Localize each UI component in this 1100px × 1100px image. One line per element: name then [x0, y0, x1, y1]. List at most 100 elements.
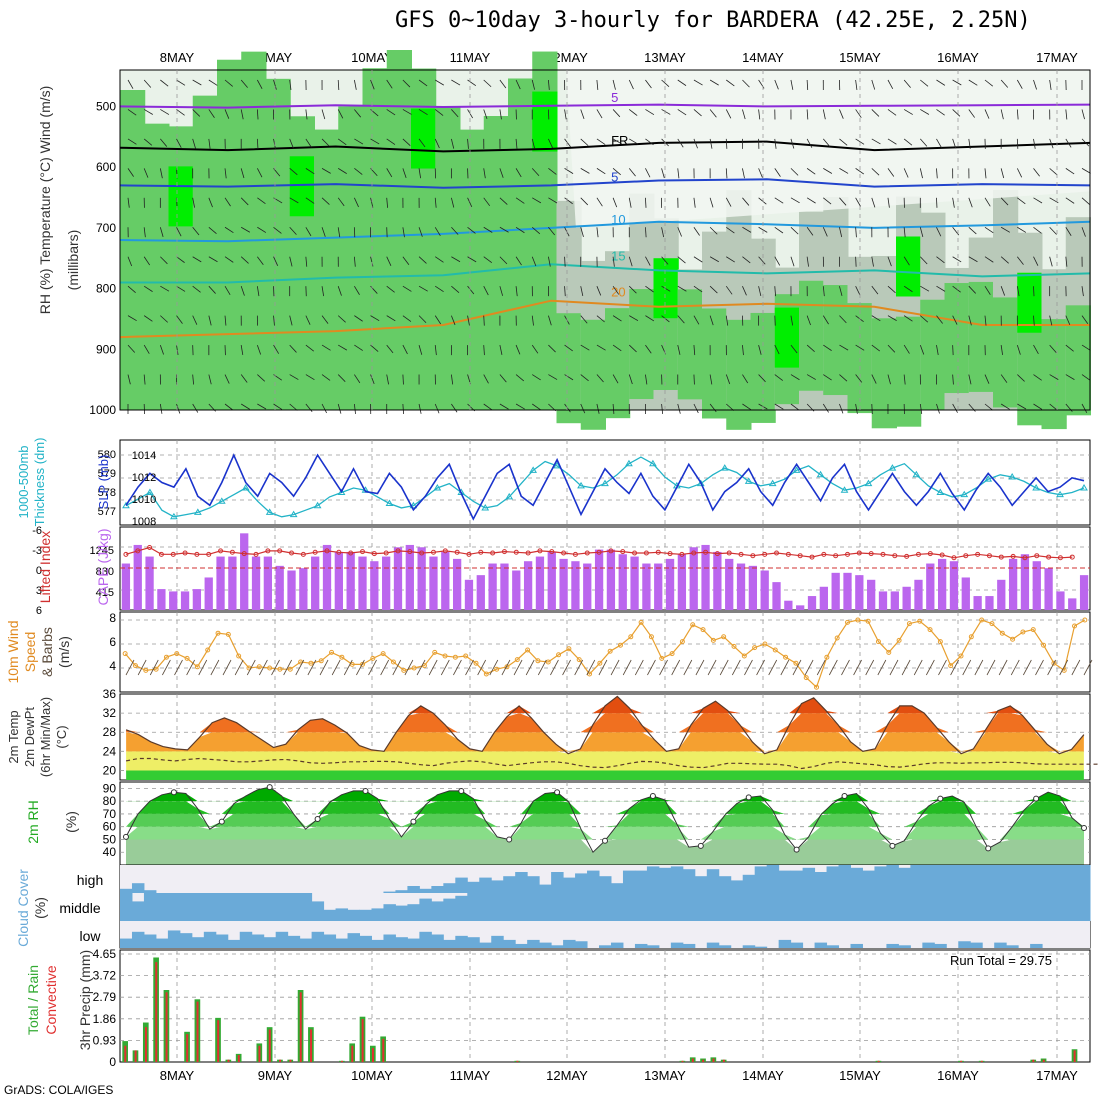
wind-barb-10m [186, 659, 195, 676]
wind-barb [160, 256, 168, 265]
wind-barb [1000, 374, 1008, 383]
wind-barb [143, 315, 153, 322]
cape-bar [393, 547, 403, 610]
rh-band [483, 116, 509, 411]
rh-dry-region [566, 70, 1090, 228]
thickness-marker [888, 464, 897, 471]
wind-barb [143, 374, 146, 385]
wind-barb [629, 138, 639, 145]
cape-bar [926, 563, 935, 610]
thickness-marker [265, 508, 274, 515]
wind-barb-10m [780, 659, 790, 676]
lifted-index-marker [951, 555, 957, 561]
wind-barb [386, 168, 393, 178]
wind-barb [402, 227, 405, 238]
day-label-top: 13MAY [644, 50, 686, 65]
wind-barb [240, 79, 248, 88]
wind-barb [434, 227, 441, 237]
cape-bar [760, 570, 769, 610]
lifted-index-marker [809, 554, 815, 560]
wind-barb [742, 197, 750, 206]
lifted-index-marker [821, 551, 827, 557]
wind-barb [434, 197, 437, 208]
cape-bar [547, 551, 556, 610]
wind-speed-marker [638, 619, 644, 625]
wind-barb [903, 256, 910, 266]
day-label-bottom: 14MAY [742, 1068, 784, 1083]
wind-barb [548, 344, 556, 353]
wind-barb [871, 197, 876, 208]
precip-conv-bar [681, 1060, 684, 1062]
wind-barb [289, 138, 294, 149]
rh-band [314, 129, 340, 410]
cloud-bar [539, 893, 552, 921]
lifted-index-marker [1069, 554, 1075, 560]
rh-band [871, 318, 897, 429]
wind-barb [806, 109, 809, 120]
wind-barb [354, 138, 364, 145]
wind-barb [386, 256, 392, 266]
temp-tick: 24 [103, 744, 117, 758]
wind-barb [629, 315, 639, 321]
lifted-index-marker [206, 551, 212, 557]
wind-barb [1049, 315, 1053, 326]
wind-barb [515, 197, 525, 204]
cape-bar [452, 558, 462, 610]
wind-barb [192, 227, 200, 236]
wind-barb [354, 285, 360, 295]
wind-barb [354, 344, 363, 351]
cloud-bar [934, 893, 947, 921]
wind-barb [887, 374, 891, 385]
wind-barb [531, 344, 539, 354]
wind-barb [790, 344, 798, 354]
lifted-index-marker [147, 545, 153, 550]
wind-barb [612, 168, 621, 176]
cloud-bar [946, 893, 959, 921]
cloud-bar [862, 870, 875, 893]
cloud-bar [922, 942, 935, 948]
wind-speed-marker [205, 647, 211, 653]
wind-barb [224, 285, 231, 295]
wind-barb [127, 315, 137, 322]
thickness-marker [912, 470, 921, 478]
wind-barb [451, 197, 455, 208]
wind-barb [224, 374, 230, 384]
cape-bar [713, 551, 722, 610]
wind-barb [628, 168, 636, 177]
thickness-marker [122, 501, 130, 509]
wind-barb [903, 315, 913, 322]
rh-band [799, 280, 825, 391]
wind-barb [143, 285, 153, 292]
cape-bar [819, 586, 828, 610]
wind-speed-marker [236, 653, 242, 659]
wind-speed-marker [277, 666, 283, 672]
cape-bar [180, 591, 190, 610]
cloud-bar [742, 893, 756, 921]
wind-barb [1065, 315, 1071, 325]
wind-barb [871, 256, 874, 267]
lifted-index-marker [407, 549, 413, 555]
wind-speed-marker [194, 664, 200, 670]
wind-barb-10m [477, 659, 487, 676]
wind-barb [758, 226, 768, 233]
lifted-index-marker [277, 548, 283, 554]
wind-barb-10m [137, 659, 147, 676]
wind-barb [338, 344, 348, 351]
thickness-marker [337, 488, 346, 495]
rh-tick: 60 [103, 820, 117, 834]
wind-barb [208, 138, 211, 149]
wind-barb [645, 138, 654, 146]
wind-barb [435, 79, 445, 86]
wind-barb [887, 168, 895, 177]
wind-speed-marker [225, 631, 231, 637]
precip-conv-bar [341, 1060, 343, 1062]
day-label-bottom: 8MAY [160, 1068, 195, 1083]
cloud-bar [754, 946, 768, 948]
rh-band [125, 826, 1085, 840]
wind-barb [418, 109, 428, 116]
wind-barb [596, 79, 599, 90]
wind-barb [467, 285, 475, 295]
wind-barb [386, 315, 396, 322]
wind-barb [354, 374, 361, 384]
wind-barb [434, 315, 442, 325]
